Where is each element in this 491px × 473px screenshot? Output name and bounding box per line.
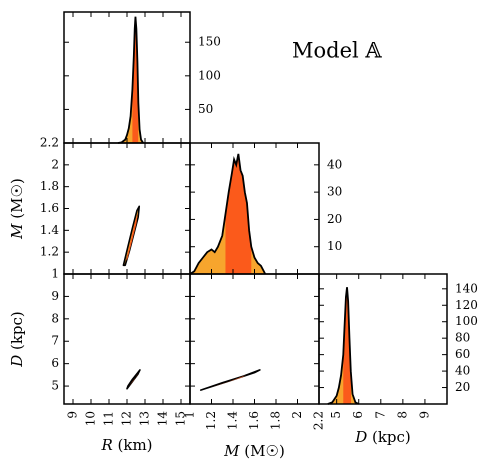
marginal-D-ytick-label: 20 — [455, 380, 470, 394]
marginal-D-ytick-label: 80 — [455, 331, 470, 345]
ytick-label-D: 6 — [51, 356, 59, 370]
xtick-label-M: 1.2 — [204, 411, 218, 430]
xtick-label-R: 11 — [102, 411, 116, 426]
xtick-label-M: 1.4 — [226, 411, 240, 430]
marginal-R-frame — [63, 11, 191, 144]
ytick-label-M: 1.4 — [40, 223, 59, 237]
ytick-label-D: 8 — [51, 311, 59, 325]
joint-R-D-contour-inner — [129, 373, 139, 387]
xtick-label-M: 2 — [290, 411, 304, 419]
marginal-D-ytick-label: 60 — [455, 347, 470, 361]
ytick-label-M: 1 — [51, 267, 59, 281]
xtick-label-D: 9 — [417, 411, 431, 419]
xlabel-D: D (kpc) — [354, 428, 411, 446]
xtick-label-D: 8 — [395, 411, 409, 419]
xtick-label-D: 7 — [373, 411, 387, 419]
ytick-label-D: 5 — [51, 379, 59, 393]
ylabel-D: D (kpc) — [8, 311, 26, 368]
marginal-D-line — [327, 287, 360, 405]
marginal-R-ytick-label: 50 — [198, 102, 213, 116]
xtick-label-R: 10 — [84, 411, 98, 426]
marginal-R-fill-inner — [132, 16, 139, 143]
joint-R-M-contour-outer — [122, 205, 141, 267]
joint-M-D-contour-outer — [199, 369, 261, 391]
marginal-D-ytick-label: 100 — [455, 314, 478, 328]
marginal-R-line — [117, 16, 144, 144]
marginal-M-ytick-label: 30 — [327, 185, 342, 199]
xtick-label-D: 6 — [351, 411, 365, 419]
joint-M-D-frame — [189, 273, 320, 405]
chart-title: Model 𝔸 — [292, 39, 382, 63]
ytick-label-M: 1.8 — [40, 179, 59, 193]
marginal-D-frame — [318, 273, 448, 405]
ytick-label-D: 7 — [51, 334, 59, 348]
xlabel-R: R (km) — [100, 436, 152, 454]
marginal-D-fill-inner — [343, 287, 351, 404]
joint-R-D-frame — [63, 273, 191, 405]
marginal-M-ytick-label: 20 — [327, 212, 342, 226]
xlabel-M: M (M☉) — [223, 442, 285, 460]
ytick-label-D: 9 — [51, 289, 59, 303]
ylabel-M: M (M☉) — [8, 178, 26, 240]
xtick-label-M: 1 — [183, 411, 197, 419]
marginal-M-line — [189, 153, 267, 275]
xtick-label-M: 2.2 — [312, 411, 326, 430]
marginal-D-ytick-label: 140 — [455, 281, 478, 295]
marginal-D-ytick-label: 40 — [455, 364, 470, 378]
joint-R-D-contour-outer — [126, 369, 141, 390]
marginal-D-ytick-label: 120 — [455, 298, 478, 312]
marginal-M-ytick-label: 40 — [327, 157, 342, 171]
ytick-label-M: 1.2 — [40, 245, 59, 259]
ytick-label-M: 1.6 — [40, 201, 59, 215]
joint-R-M-contour-inner — [126, 212, 138, 261]
xtick-label-R: 15 — [174, 411, 188, 426]
xtick-label-D: 5 — [329, 411, 343, 419]
marginal-M-ytick-label: 10 — [327, 239, 342, 253]
ytick-label-M: 2.2 — [40, 136, 59, 150]
xtick-label-R: 13 — [138, 411, 152, 426]
xtick-label-M: 1.8 — [269, 411, 283, 430]
xtick-label-R: 9 — [66, 411, 80, 419]
xtick-label-R: 14 — [156, 411, 170, 427]
xtick-label-R: 12 — [120, 411, 134, 426]
xtick-label-M: 1.6 — [247, 411, 261, 430]
ytick-label-M: 2 — [51, 157, 59, 171]
marginal-R-ytick-label: 150 — [198, 35, 221, 49]
marginal-R-ytick-label: 100 — [198, 68, 221, 82]
